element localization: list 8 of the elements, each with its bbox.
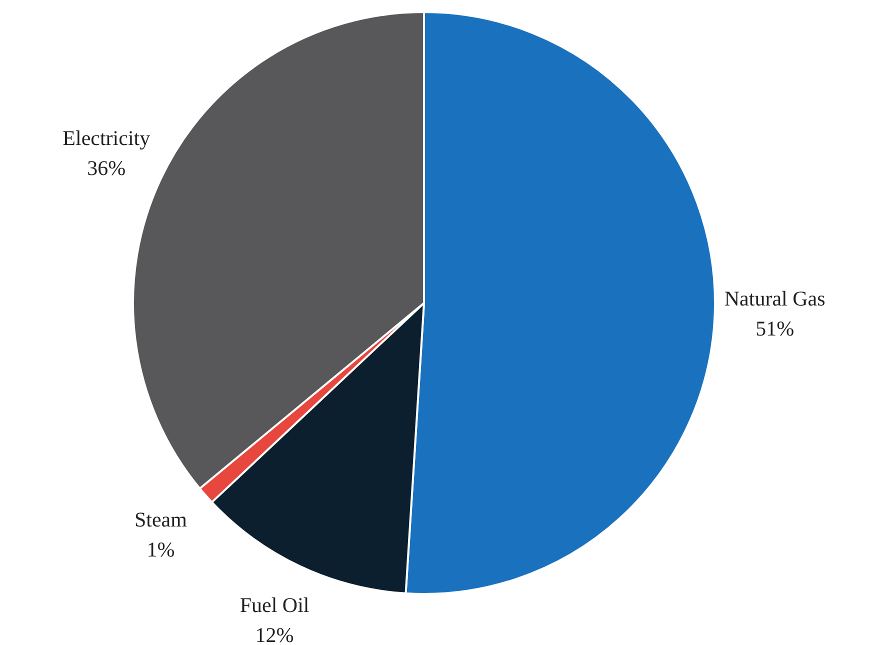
data-label: 51%	[756, 316, 794, 341]
slice-label: Natural Gas	[724, 286, 826, 311]
slice-label: Steam	[134, 508, 187, 532]
data-label: 36%	[87, 156, 126, 180]
data-label: 12%	[255, 623, 294, 645]
slice-label: Fuel Oil	[240, 593, 310, 618]
slice-label: Electricity	[62, 126, 151, 150]
data-label: 1%	[146, 538, 175, 562]
